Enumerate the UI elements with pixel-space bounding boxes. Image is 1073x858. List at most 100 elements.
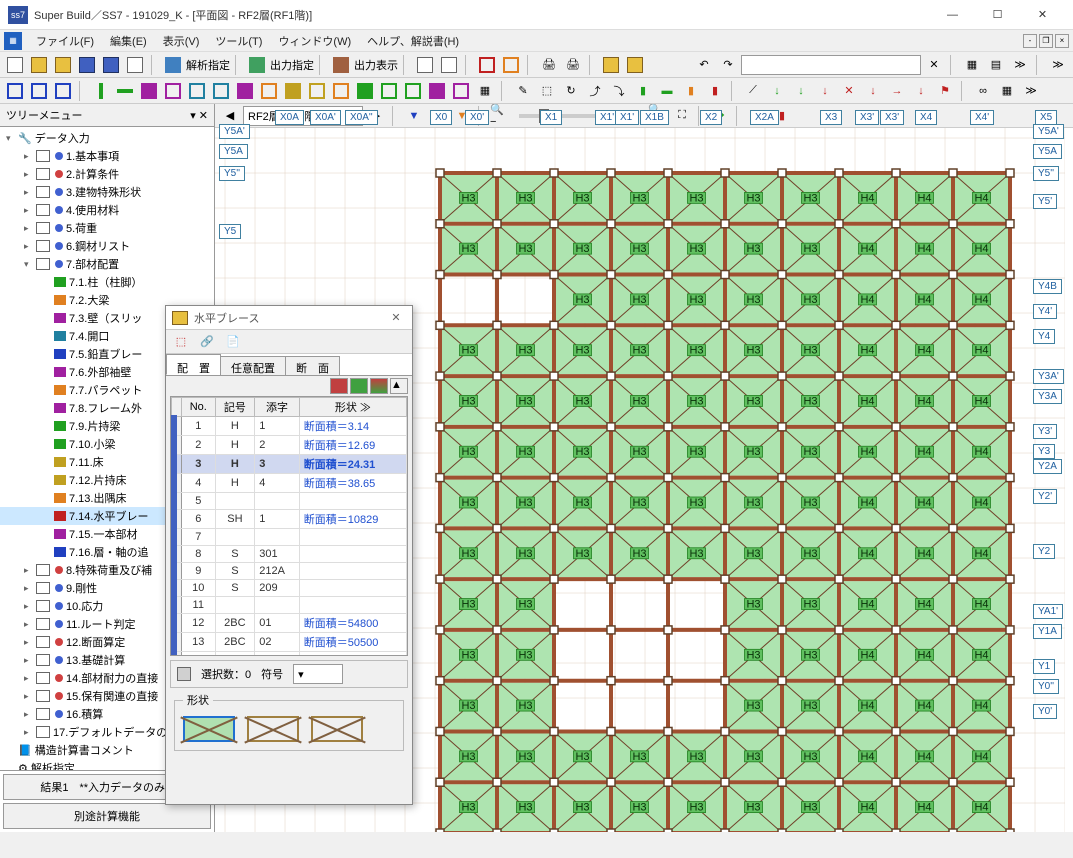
tree-item[interactable]: ▸3.建物特殊形状	[0, 183, 214, 201]
shape-button-3[interactable]	[311, 716, 363, 742]
tb1-f[interactable]	[624, 54, 646, 76]
grid-cell[interactable]: 212A	[255, 563, 300, 580]
grid-cell[interactable]	[255, 529, 300, 546]
open2-button[interactable]	[52, 54, 74, 76]
menu-view[interactable]: 表示(V)	[155, 31, 208, 51]
t2-s3[interactable]: ↓	[790, 80, 812, 102]
shape-button-2[interactable]	[247, 716, 299, 742]
print-button[interactable]: 🖨	[538, 54, 560, 76]
grid-cell[interactable]: 2	[182, 436, 216, 455]
t2-4[interactable]	[90, 80, 112, 102]
t2-s1[interactable]: ⟋	[742, 80, 764, 102]
output-spec-button[interactable]	[246, 54, 268, 76]
tree-item[interactable]: 7.1.柱（柱脚）	[0, 273, 214, 291]
grid-cell[interactable]	[299, 563, 406, 580]
grid-cell[interactable]: H	[215, 455, 255, 474]
grid-cell[interactable]: 3	[255, 455, 300, 474]
grid-cell[interactable]: 2	[255, 436, 300, 455]
sign-combo[interactable]: ▾	[293, 664, 343, 684]
t2-s4[interactable]: ↓	[814, 80, 836, 102]
menu-window[interactable]: ウィンドウ(W)	[270, 31, 359, 51]
grid-cell[interactable]: S	[215, 546, 255, 563]
save-button[interactable]	[76, 54, 98, 76]
grid-cell[interactable]: 5	[182, 493, 216, 510]
app-menu-icon[interactable]: ▦	[4, 32, 22, 50]
view-b-button[interactable]: ▤	[985, 54, 1007, 76]
t2-1[interactable]	[4, 80, 26, 102]
grid-cell[interactable]: S	[215, 563, 255, 580]
t2-18[interactable]	[426, 80, 448, 102]
grid-cell[interactable]: 02	[255, 633, 300, 652]
maximize-button[interactable]: ☐	[975, 1, 1020, 29]
grid-cell[interactable]: 209	[255, 580, 300, 597]
tb1-d[interactable]	[500, 54, 522, 76]
grid-cell[interactable]: 2BC	[215, 633, 255, 652]
grid-cell[interactable]: 01	[255, 614, 300, 633]
grid-header[interactable]: 添字	[255, 398, 300, 417]
grid-cell[interactable]	[215, 597, 255, 614]
grid-cell[interactable]: 9	[182, 563, 216, 580]
grid-cell[interactable]: 断面積＝12.69	[299, 436, 406, 455]
grid-cell[interactable]: 断面積＝78961	[299, 652, 406, 657]
dlg-tool-2[interactable]: 🔗	[196, 331, 218, 353]
minimize-button[interactable]: —	[930, 1, 975, 29]
grid-cell[interactable]: S	[215, 580, 255, 597]
grid-header[interactable]: No.	[182, 398, 216, 417]
grid-cell[interactable]	[255, 493, 300, 510]
redo-button[interactable]: ↷	[717, 54, 739, 76]
output-disp-button[interactable]	[330, 54, 352, 76]
menu-file[interactable]: ファイル(F)	[28, 31, 102, 51]
t2-s9[interactable]: ⚑	[934, 80, 956, 102]
tb1-b[interactable]	[438, 54, 460, 76]
new-button[interactable]	[4, 54, 26, 76]
t2-5[interactable]	[114, 80, 136, 102]
tb1-a[interactable]	[414, 54, 436, 76]
close-button[interactable]: ✕	[1020, 1, 1065, 29]
cv-f1[interactable]: ▼	[403, 105, 425, 127]
grid-cell[interactable]: 4	[182, 474, 216, 493]
tb1-c[interactable]	[476, 54, 498, 76]
t2-inf[interactable]: ∞	[972, 80, 994, 102]
grid-cell[interactable]	[299, 546, 406, 563]
t2-q[interactable]: ▦	[996, 80, 1018, 102]
grid-cell[interactable]: SH	[215, 510, 255, 529]
grid-cell[interactable]: 1	[255, 417, 300, 436]
view-a-button[interactable]: ▦	[961, 54, 983, 76]
t2-s7[interactable]: →	[886, 80, 908, 102]
grid-cell[interactable]: H	[215, 474, 255, 493]
dialog-tab[interactable]: 配 置	[166, 354, 221, 375]
grid-cell[interactable]	[299, 597, 406, 614]
selection-toggle[interactable]	[177, 667, 191, 681]
t2-9[interactable]	[210, 80, 232, 102]
t2-12[interactable]	[282, 80, 304, 102]
open-button[interactable]	[28, 54, 50, 76]
grid-cell[interactable]	[299, 580, 406, 597]
t2-10[interactable]	[234, 80, 256, 102]
props-button[interactable]	[124, 54, 146, 76]
hist-clear-button[interactable]: ✕	[923, 54, 945, 76]
grid-cell[interactable]: 2BC	[215, 614, 255, 633]
t2-13[interactable]	[306, 80, 328, 102]
mdi-restore-button[interactable]: ❐	[1039, 34, 1053, 48]
t2-u2[interactable]: ⤵	[608, 80, 630, 102]
dialog-tab[interactable]: 断 面	[285, 356, 340, 375]
grid-cell[interactable]: 13	[182, 633, 216, 652]
grid-cell[interactable]: 6	[182, 510, 216, 529]
grid-cell[interactable]: 8	[182, 546, 216, 563]
tree-item[interactable]: ▾🔧 データ入力	[0, 129, 214, 147]
analysis-spec-button[interactable]	[162, 54, 184, 76]
t2-col[interactable]: ▮	[632, 80, 654, 102]
tree-item[interactable]: ▸5.荷重	[0, 219, 214, 237]
tree-item[interactable]: ▸6.鋼材リスト	[0, 237, 214, 255]
grid-cell[interactable]: 10	[182, 580, 216, 597]
grid-cell[interactable]: 断面積＝24.31	[299, 455, 406, 474]
grid-cell[interactable]: 断面積＝10829	[299, 510, 406, 529]
t2-s2[interactable]: ↓	[766, 80, 788, 102]
grid-cell[interactable]: 14	[182, 652, 216, 657]
extra-calc-button[interactable]: 別途計算機能	[3, 803, 211, 829]
tree-item[interactable]: ▸4.使用材料	[0, 201, 214, 219]
grid-tool-2[interactable]	[350, 378, 368, 394]
t2-beam[interactable]: ▬	[656, 80, 678, 102]
grid-cell[interactable]: H	[215, 417, 255, 436]
tree-item[interactable]: ▸1.基本事項	[0, 147, 214, 165]
